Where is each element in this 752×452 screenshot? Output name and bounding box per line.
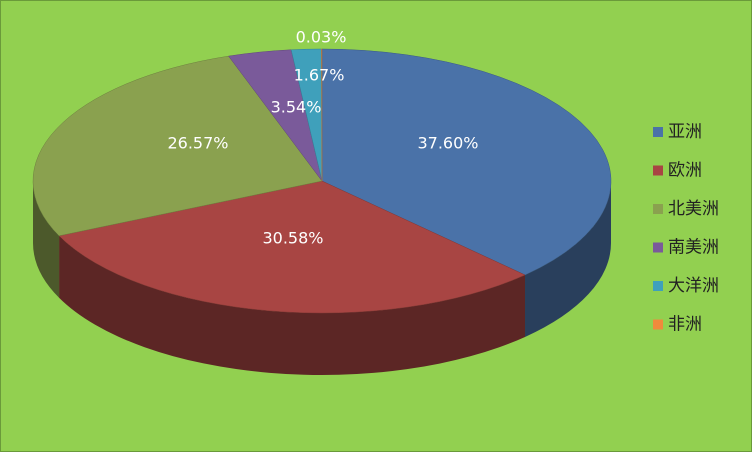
legend-label: 非洲 [668,315,702,335]
data-label: 30.58% [262,229,323,248]
data-label: 3.54% [271,98,322,117]
slice [32,55,323,237]
legend-swatch [653,127,663,137]
legend-swatch [653,204,663,214]
legend-swatch [653,319,663,330]
legend-label: 亚洲 [668,122,702,142]
slice [58,180,526,314]
data-label: 26.57% [167,134,228,153]
legend-label: 大洋洲 [668,276,719,296]
legend-swatch [653,242,663,253]
slice-side [59,235,526,375]
legend-label: 北美洲 [668,199,719,219]
legend-swatch [653,165,663,176]
data-label: 37.60% [417,134,478,153]
data-label: 1.67% [294,66,345,85]
data-label: 0.03% [296,28,347,47]
legend-label: 欧洲 [668,161,702,181]
legend-label: 南美洲 [668,238,719,258]
legend-swatch [653,281,663,291]
slice-side [33,181,60,298]
slice-side [525,181,611,337]
slice [321,48,612,276]
slice [321,48,323,182]
